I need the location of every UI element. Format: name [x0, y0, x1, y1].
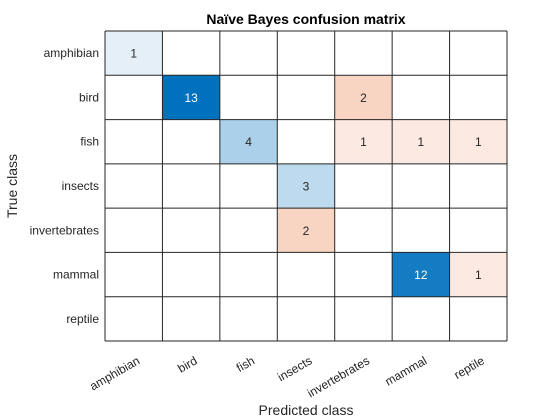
- cell-amphibian-bird: [162, 31, 220, 76]
- cell-mammal-bird: [162, 252, 220, 297]
- cell-bird-invertebrates: [334, 75, 393, 120]
- y-tick-bird: bird: [79, 90, 99, 104]
- chart-title: Naïve Bayes confusion matrix: [206, 11, 405, 27]
- x-tick-mammal: mammal: [383, 353, 430, 388]
- cell-reptile-bird: [162, 296, 220, 341]
- cell-invertebrates-amphibian: [105, 208, 163, 253]
- cell-insects-fish: [219, 163, 278, 209]
- cell-amphibian-mammal: [392, 31, 450, 76]
- cell-value-bird-invertebrates: 2: [360, 91, 367, 105]
- cell-mammal-amphibian: [105, 252, 163, 297]
- cell-value-bird-bird: 13: [184, 91, 198, 105]
- matrix-grid: [104, 30, 508, 342]
- matrix-cells: [105, 31, 507, 341]
- cell-fish-insects: [277, 119, 335, 164]
- cell-fish-amphibian: [105, 119, 163, 164]
- cell-mammal-mammal: [392, 252, 450, 297]
- cell-value-fish-invertebrates: 1: [360, 135, 367, 149]
- cell-amphibian-amphibian: [105, 31, 163, 76]
- cell-insects-bird: [162, 163, 220, 209]
- cell-bird-fish: [219, 75, 278, 120]
- cell-insects-insects: [277, 163, 335, 209]
- cell-amphibian-insects: [277, 31, 335, 76]
- cell-reptile-amphibian: [105, 296, 163, 341]
- cell-invertebrates-insects: [277, 208, 335, 253]
- x-axis-label: Predicted class: [259, 402, 354, 418]
- y-tick-insects: insects: [62, 179, 99, 193]
- cell-invertebrates-bird: [162, 208, 220, 253]
- cell-reptile-insects: [277, 296, 335, 341]
- y-tick-labels: amphibian bird fish insects invertebrates mam…: [30, 46, 100, 326]
- cell-value-amphibian-amphibian: 1: [130, 47, 137, 61]
- cell-fish-bird: [162, 119, 220, 164]
- cell-value-mammal-mammal: 12: [414, 268, 428, 282]
- cell-value-mammal-reptile: 1: [475, 268, 482, 282]
- cell-invertebrates-mammal: [392, 208, 450, 253]
- y-tick-reptile: reptile: [66, 312, 99, 326]
- cell-amphibian-invertebrates: [334, 31, 393, 76]
- cell-insects-reptile: [449, 163, 507, 209]
- cell-invertebrates-invertebrates: [334, 208, 393, 253]
- cell-bird-reptile: [449, 75, 507, 120]
- cell-fish-reptile: [449, 119, 507, 164]
- cell-bird-bird: [162, 75, 220, 120]
- x-tick-bird: bird: [175, 353, 199, 375]
- cell-amphibian-fish: [219, 31, 278, 76]
- y-tick-fish: fish: [80, 135, 99, 149]
- cell-reptile-invertebrates: [334, 296, 393, 341]
- cell-invertebrates-fish: [219, 208, 278, 253]
- cell-value-invertebrates-insects: 2: [303, 224, 310, 238]
- x-tick-fish: fish: [234, 353, 257, 374]
- y-tick-amphibian: amphibian: [44, 46, 99, 60]
- cell-reptile-mammal: [392, 296, 450, 341]
- x-tick-reptile: reptile: [451, 353, 487, 382]
- cell-mammal-insects: [277, 252, 335, 297]
- cell-bird-mammal: [392, 75, 450, 120]
- cell-mammal-fish: [219, 252, 278, 297]
- cell-fish-fish: [219, 119, 278, 164]
- cell-reptile-reptile: [449, 296, 507, 341]
- cell-bird-amphibian: [105, 75, 163, 120]
- cell-bird-insects: [277, 75, 335, 120]
- cell-mammal-reptile: [449, 252, 507, 297]
- cell-amphibian-reptile: [449, 31, 507, 76]
- y-axis-label: True class: [4, 154, 20, 218]
- x-tick-amphibian: amphibian: [87, 353, 142, 393]
- cell-insects-invertebrates: [334, 163, 393, 209]
- x-tick-invertebrates: invertebrates: [305, 353, 372, 400]
- cell-fish-mammal: [392, 119, 450, 164]
- cell-reptile-fish: [219, 296, 278, 341]
- x-tick-insects: insects: [275, 353, 314, 384]
- cell-invertebrates-reptile: [449, 208, 507, 253]
- cell-value-fish-mammal: 1: [418, 135, 425, 149]
- cell-insects-mammal: [392, 163, 450, 209]
- cell-value-fish-reptile: 1: [475, 135, 482, 149]
- cell-fish-invertebrates: [334, 119, 393, 164]
- cell-value-fish-fish: 4: [245, 135, 252, 149]
- cell-value-insects-insects: 3: [303, 180, 310, 194]
- y-tick-invertebrates: invertebrates: [30, 223, 99, 237]
- cell-insects-amphibian: [105, 163, 163, 209]
- cell-mammal-invertebrates: [334, 252, 393, 297]
- y-tick-mammal: mammal: [53, 268, 99, 282]
